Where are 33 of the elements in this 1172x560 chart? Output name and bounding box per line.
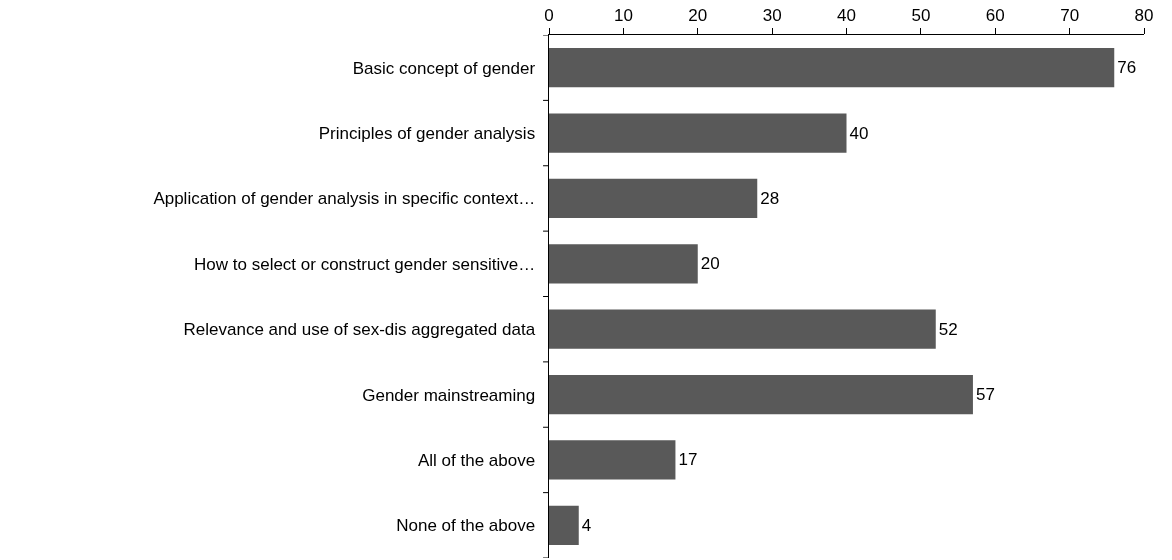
bar: [549, 244, 698, 284]
bar: [549, 178, 758, 219]
data-label: 28: [760, 188, 780, 208]
data-label: 17: [678, 450, 698, 470]
bar: [549, 48, 1115, 88]
y-tick-label: Relevance and use of sex-dis aggregated data: [183, 320, 545, 340]
x-tick-label: 10: [613, 6, 633, 26]
y-tick-label: Principles of gender analysis: [318, 124, 545, 144]
y-tick-label: Application of gender analysis in specific context…: [153, 189, 545, 209]
x-tick-label: 30: [762, 6, 782, 26]
data-label: 52: [938, 319, 958, 339]
bar: [549, 113, 847, 153]
y-tick-label: Basic concept of gender: [352, 58, 545, 78]
data-label: 57: [975, 385, 995, 405]
data-label: 40: [849, 123, 869, 143]
x-tick-label: 50: [911, 6, 931, 26]
bar: [549, 309, 936, 349]
bar: [549, 440, 676, 480]
x-tick-label: 40: [837, 6, 856, 26]
data-label: 76: [1117, 58, 1137, 78]
data-label: 4: [581, 515, 592, 535]
data-label: 20: [700, 254, 720, 274]
x-tick-label: 70: [1060, 6, 1080, 26]
x-tick-label: 60: [985, 6, 1005, 26]
y-tick-label: How to select or construct gender sensitive…: [194, 254, 545, 274]
bar: [549, 505, 579, 545]
x-tick-label: 0: [544, 6, 554, 26]
y-tick-label: All of the above: [417, 450, 545, 470]
x-tick-label: 80: [1134, 6, 1154, 26]
x-tick-label: 20: [688, 6, 708, 26]
bar: [549, 374, 973, 415]
y-tick-label: None of the above: [396, 516, 545, 536]
y-tick-label: Gender mainstreaming: [362, 385, 545, 405]
